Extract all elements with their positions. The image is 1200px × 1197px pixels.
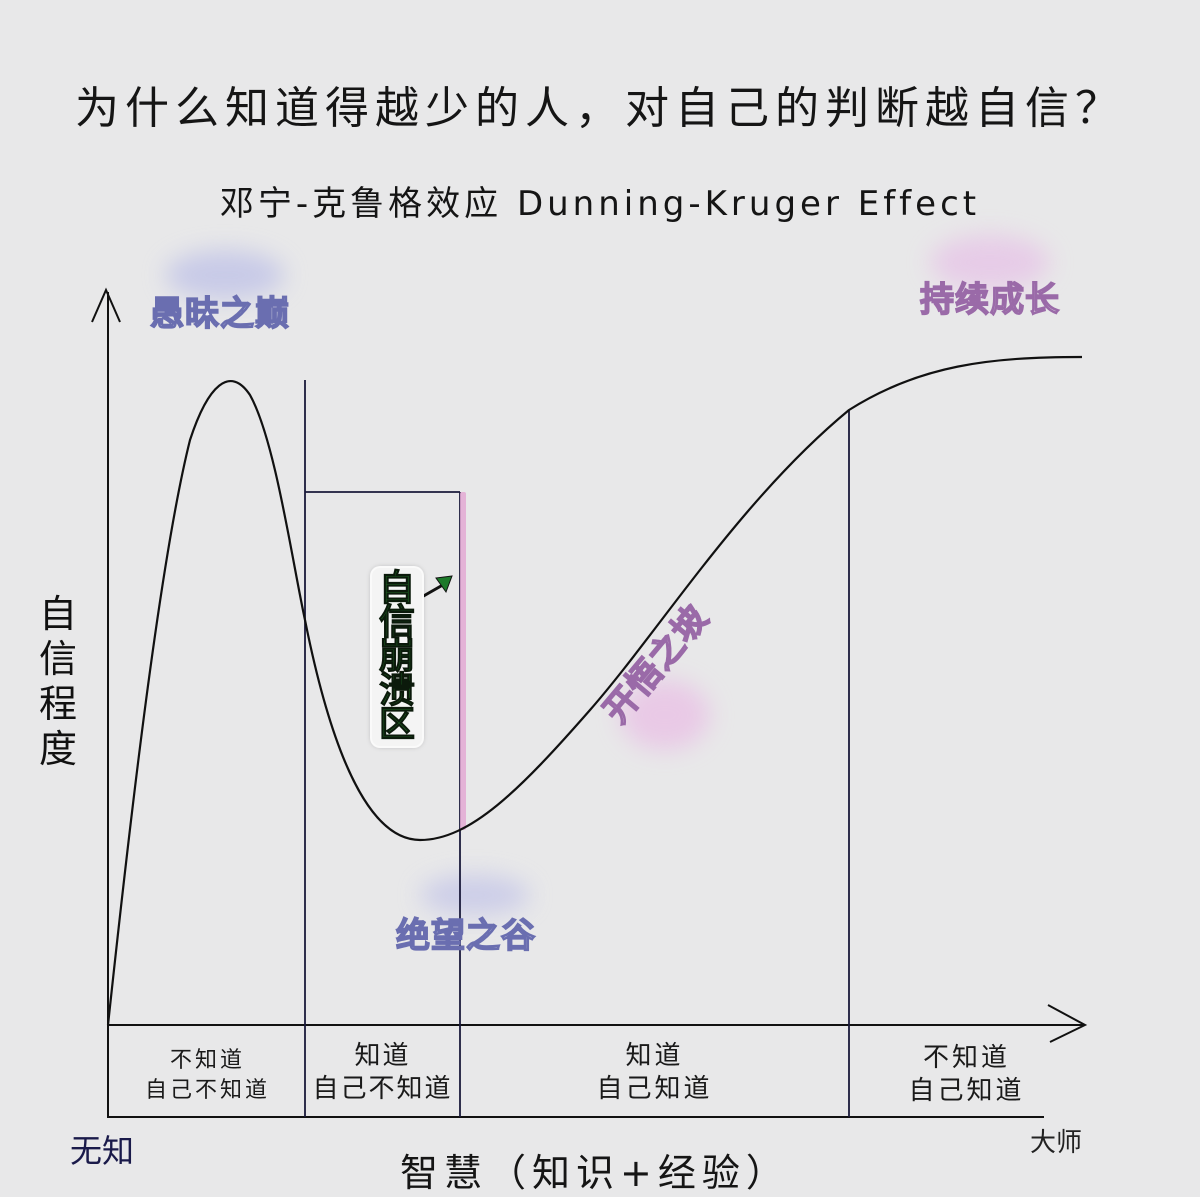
stage-plateau-label: 持续成长 — [919, 279, 1060, 321]
arrow-icon — [435, 575, 453, 594]
cell-conscious-incompetence: 知道 自己不知道 — [312, 1041, 453, 1104]
chart-subtitle: 邓宁-克鲁格效应 Dunning-Kruger Effect — [219, 184, 981, 224]
stage-peak-label: 愚昧之巅 — [149, 293, 290, 335]
cell-unconscious-incompetence: 不知道 自己不知道 — [144, 1048, 270, 1103]
collapse-zone-bar — [460, 492, 466, 830]
y-axis-label: 自 信 程 度 — [38, 592, 77, 771]
x-axis-arrow-icon — [1047, 1004, 1088, 1043]
x-end-label: 大师 — [1030, 1128, 1083, 1158]
collapse-zone-label: 自 信 崩 溃 区 — [372, 568, 422, 746]
slope-cloud — [620, 680, 710, 750]
peak-cloud — [165, 250, 285, 300]
cell-unconscious-competence: 不知道 自己知道 — [908, 1043, 1025, 1106]
plateau-cloud — [930, 235, 1050, 290]
stage-valley-label: 绝望之谷 — [395, 915, 536, 957]
cell-conscious-competence: 知道 自己知道 — [596, 1041, 713, 1104]
valley-cloud — [420, 875, 530, 915]
x-start-label: 无知 — [70, 1132, 135, 1170]
confidence-curve — [106, 355, 1083, 1026]
page-title: 为什么知道得越少的人，对自己的判断越自信？ — [75, 83, 1125, 134]
x-axis-label: 智慧（知识+经验） — [400, 1151, 790, 1195]
y-axis-arrow-icon — [91, 287, 121, 323]
